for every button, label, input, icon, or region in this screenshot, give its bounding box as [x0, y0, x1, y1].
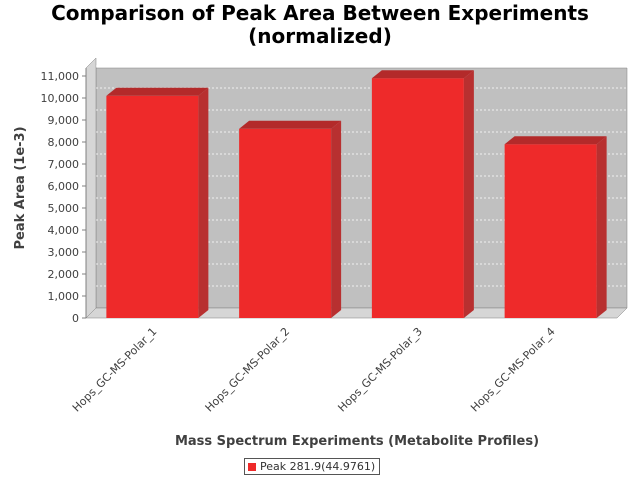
bar — [504, 136, 607, 318]
x-tick-label: Hops_GC-MS-Polar_3 — [335, 325, 425, 415]
y-tick-label: 11,000 — [41, 70, 80, 83]
y-tick-label: 8,000 — [48, 136, 80, 149]
y-tick-label: 6,000 — [48, 180, 80, 193]
bar-front — [504, 144, 597, 318]
y-tick-label: 9,000 — [48, 114, 80, 127]
y-tick-label: 0 — [72, 312, 79, 325]
bar-front — [106, 95, 199, 318]
bar — [239, 120, 342, 318]
plot-left-wall — [85, 57, 97, 319]
y-tick-label: 3,000 — [48, 246, 80, 259]
bar-front — [239, 128, 332, 318]
plot-area — [85, 57, 628, 319]
legend-label: Peak 281.9(44.9761) — [260, 460, 376, 473]
bar-top — [371, 70, 474, 79]
x-axis-ticks: Hops_GC-MS-Polar_1 Hops_GC-MS-Polar_2 Hops… — [70, 325, 558, 415]
legend-swatch — [248, 462, 256, 471]
bar-top — [106, 87, 209, 96]
x-tick-label: Hops_GC-MS-Polar_2 — [203, 325, 293, 415]
x-tick-label: Hops_GC-MS-Polar_4 — [468, 325, 558, 415]
y-tick-label: 7,000 — [48, 158, 80, 171]
bar-side — [198, 87, 209, 318]
bar-side — [463, 70, 474, 318]
y-tick-label: 5,000 — [48, 202, 80, 215]
bar-side — [331, 120, 342, 318]
chart-title: Comparison of Peak Area Between Experime… — [0, 2, 640, 48]
y-axis-ticks: 0 1,000 2,000 3,000 4,000 5,000 6,000 7,000 8,00… — [41, 68, 87, 325]
bars — [106, 70, 607, 318]
y-axis-label: Peak Area (1e-3) — [13, 126, 28, 249]
y-tick-label: 1,000 — [48, 290, 80, 303]
y-tick-label: 2,000 — [48, 268, 80, 281]
legend: Peak 281.9(44.9761) — [244, 458, 381, 475]
bar-top — [239, 120, 342, 129]
bar-front — [371, 78, 464, 318]
chart-title-line-2: (normalized) — [248, 24, 392, 48]
bar-top — [504, 136, 607, 145]
x-tick-label: Hops_GC-MS-Polar_1 — [70, 325, 160, 415]
chart-title-line-1: Comparison of Peak Area Between Experime… — [51, 1, 589, 25]
bar — [106, 87, 209, 318]
y-tick-label: 4,000 — [48, 224, 80, 237]
bar — [371, 70, 474, 318]
x-axis-label: Mass Spectrum Experiments (Metabolite Pr… — [175, 434, 539, 449]
bar-side — [596, 136, 607, 318]
y-tick-label: 10,000 — [41, 92, 80, 105]
